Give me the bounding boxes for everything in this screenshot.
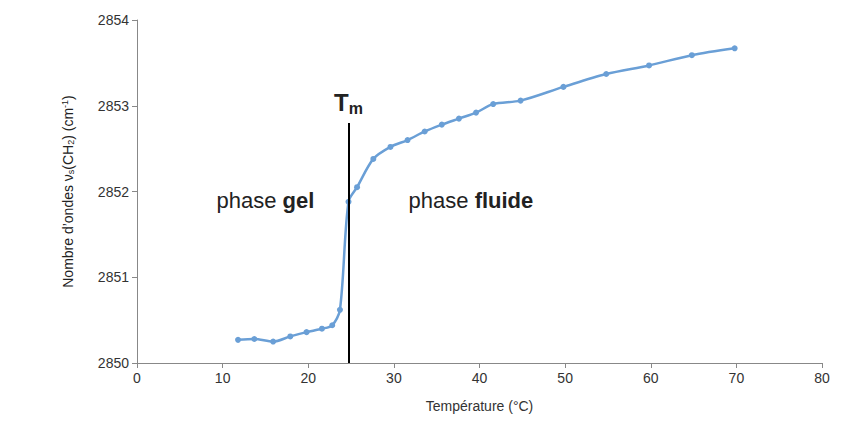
svg-text:T: T [334,89,349,116]
svg-text:2852: 2852 [98,184,129,200]
svg-text:40: 40 [472,370,488,386]
svg-text:0: 0 [133,370,141,386]
svg-text:2851: 2851 [98,269,129,285]
svg-text:Température (°C): Température (°C) [426,398,534,414]
svg-text:m: m [349,100,363,117]
svg-text:60: 60 [643,370,659,386]
svg-text:(CH: (CH [60,145,76,170]
svg-text:2: 2 [65,139,76,145]
svg-text:2854: 2854 [98,12,129,28]
svg-text:50: 50 [557,370,573,386]
svg-text:) (cm: ) (cm [60,108,76,140]
svg-text:): ) [60,95,76,100]
svg-text:2853: 2853 [98,98,129,114]
svg-text:80: 80 [814,370,830,386]
svg-text:70: 70 [729,370,745,386]
svg-text:fluide: fluide [475,188,534,213]
svg-text:30: 30 [386,370,402,386]
svg-text:s: s [65,169,76,175]
svg-text:2850: 2850 [98,355,129,371]
svg-text:phase: phase [409,188,475,213]
svg-text:10: 10 [215,370,231,386]
svg-text:-1: -1 [60,100,70,108]
svg-text:20: 20 [300,370,316,386]
svg-text:phase: phase [217,188,283,213]
svg-text:gel: gel [283,188,315,213]
svg-text:Nombre d’ondes ν: Nombre d’ondes ν [60,174,76,288]
